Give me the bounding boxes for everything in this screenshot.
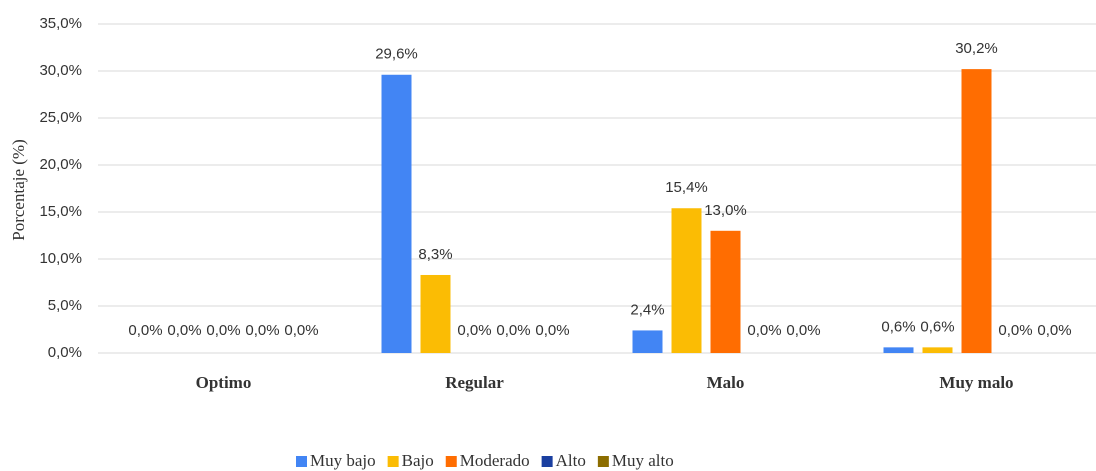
data-label: 0,0% — [128, 322, 162, 339]
y-axis-label: Porcentaje (%) — [9, 139, 28, 240]
data-label: 0,0% — [786, 322, 820, 339]
y-tick-label: 25,0% — [39, 109, 82, 126]
bar — [381, 74, 412, 353]
data-label: 0,0% — [167, 322, 201, 339]
legend-label: Muy bajo — [310, 451, 376, 470]
bar — [420, 274, 451, 353]
data-label: 0,0% — [998, 322, 1032, 339]
x-tick-label: Optimo — [196, 373, 252, 392]
data-label: 15,4% — [665, 179, 708, 196]
x-tick-label: Muy malo — [939, 373, 1013, 392]
bar — [671, 208, 702, 353]
y-tick-label: 35,0% — [39, 15, 82, 32]
data-label: 0,0% — [284, 322, 318, 339]
data-label: 0,0% — [457, 322, 491, 339]
y-tick-label: 15,0% — [39, 203, 82, 220]
legend-swatch — [541, 456, 553, 467]
bar — [632, 330, 663, 353]
data-label: 0,6% — [881, 318, 915, 335]
y-tick-label: 5,0% — [48, 297, 82, 314]
data-label: 29,6% — [375, 46, 418, 63]
bar — [961, 69, 992, 354]
data-label: 0,0% — [496, 322, 530, 339]
legend-label: Alto — [556, 451, 586, 470]
legend-swatch — [387, 456, 399, 467]
y-tick-label: 30,0% — [39, 62, 82, 79]
data-label: 0,0% — [747, 322, 781, 339]
legend-swatch — [445, 456, 457, 467]
y-tick-label: 0,0% — [48, 344, 82, 361]
data-label: 30,2% — [955, 40, 998, 57]
x-tick-label: Malo — [707, 373, 745, 392]
data-label: 0,0% — [1037, 322, 1071, 339]
y-tick-label: 20,0% — [39, 156, 82, 173]
legend-label: Moderado — [460, 451, 530, 470]
legend-swatch — [597, 456, 609, 467]
data-label: 0,0% — [535, 322, 569, 339]
legend-label: Bajo — [402, 451, 434, 470]
data-label: 13,0% — [704, 202, 747, 219]
data-label: 0,6% — [920, 318, 954, 335]
bar — [883, 347, 914, 353]
legend-swatch — [296, 456, 307, 467]
data-label: 0,0% — [245, 322, 279, 339]
data-label: 0,0% — [206, 322, 240, 339]
legend-label: Muy alto — [612, 451, 674, 470]
bar — [922, 347, 953, 353]
bar — [710, 230, 741, 353]
x-tick-label: Regular — [445, 373, 504, 392]
data-label: 8,3% — [418, 246, 452, 263]
data-label: 2,4% — [630, 301, 664, 318]
y-tick-label: 10,0% — [39, 250, 82, 267]
